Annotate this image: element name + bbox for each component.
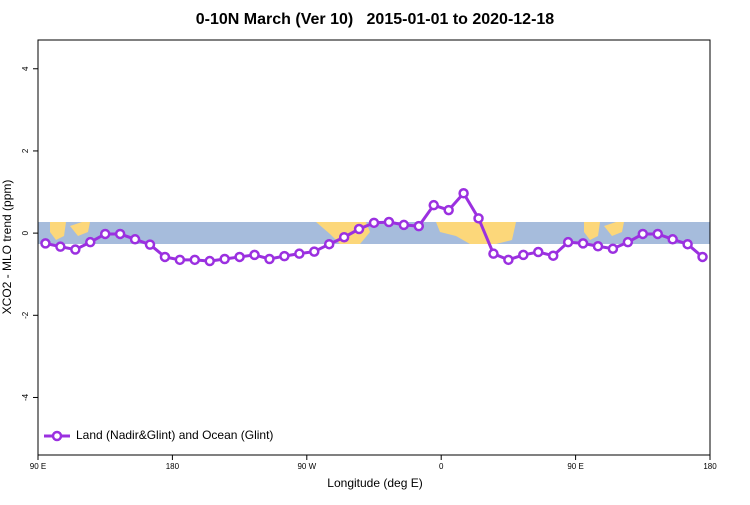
y-tick-label: 4 bbox=[21, 66, 30, 71]
data-point bbox=[488, 248, 499, 259]
data-point bbox=[398, 219, 410, 231]
data-point bbox=[503, 254, 514, 266]
data-point bbox=[353, 223, 365, 235]
data-point bbox=[667, 234, 678, 245]
data-point bbox=[652, 228, 663, 240]
x-axis-label: Longitude (deg E) bbox=[327, 476, 422, 490]
data-point bbox=[114, 228, 126, 240]
y-tick-label: -4 bbox=[21, 393, 30, 401]
data-point bbox=[413, 220, 425, 232]
data-point bbox=[234, 251, 245, 263]
data-point bbox=[338, 231, 350, 243]
y-tick-label: -2 bbox=[21, 311, 30, 319]
x-tick-label: 0 bbox=[439, 462, 444, 471]
data-point bbox=[577, 238, 589, 249]
data-point bbox=[294, 248, 305, 259]
data-point bbox=[129, 234, 141, 245]
data-point bbox=[458, 188, 469, 199]
data-point bbox=[607, 243, 619, 254]
data-point bbox=[533, 246, 544, 258]
x-tick-label: 90 E bbox=[30, 462, 46, 471]
data-point bbox=[637, 228, 649, 240]
data-point bbox=[622, 236, 634, 248]
data-point bbox=[174, 254, 186, 266]
data-point bbox=[99, 228, 111, 240]
data-point bbox=[40, 238, 51, 249]
chart-title: 0-10N March (Ver 10) 2015-01-01 to 2020-… bbox=[196, 11, 555, 28]
data-point bbox=[473, 213, 484, 224]
data-point bbox=[592, 241, 604, 252]
x-tick-label: 90 E bbox=[567, 462, 583, 471]
data-point bbox=[368, 217, 380, 229]
data-point bbox=[547, 250, 559, 261]
data-point bbox=[144, 239, 156, 250]
data-point bbox=[383, 216, 395, 228]
data-point bbox=[159, 251, 171, 263]
data-point bbox=[279, 250, 290, 262]
data-point bbox=[189, 254, 201, 266]
data-point bbox=[70, 244, 81, 255]
data-point bbox=[264, 253, 275, 265]
x-tick-label: 180 bbox=[166, 462, 180, 471]
data-point bbox=[309, 246, 320, 257]
map-band bbox=[38, 222, 710, 244]
data-point bbox=[85, 236, 96, 248]
data-point bbox=[204, 255, 215, 267]
data-point bbox=[428, 199, 439, 211]
legend-label: Land (Nadir&Glint) and Ocean (Glint) bbox=[76, 428, 273, 442]
plot-frame bbox=[37, 39, 711, 456]
y-tick-label: 2 bbox=[21, 148, 30, 153]
data-point bbox=[562, 236, 574, 248]
data-point bbox=[682, 238, 693, 250]
x-tick-label: 180 bbox=[703, 462, 717, 471]
x-tick-label: 90 W bbox=[297, 462, 316, 471]
data-point bbox=[443, 204, 454, 216]
data-point bbox=[697, 251, 708, 263]
data-point bbox=[518, 249, 529, 261]
legend-marker bbox=[51, 430, 63, 442]
data-point bbox=[55, 241, 66, 252]
data-point bbox=[323, 238, 335, 250]
y-axis-label: XCO2 - MLO trend (ppm) bbox=[0, 180, 14, 315]
y-tick-label: 0 bbox=[21, 230, 30, 235]
data-point bbox=[219, 253, 230, 265]
data-point bbox=[249, 249, 260, 261]
